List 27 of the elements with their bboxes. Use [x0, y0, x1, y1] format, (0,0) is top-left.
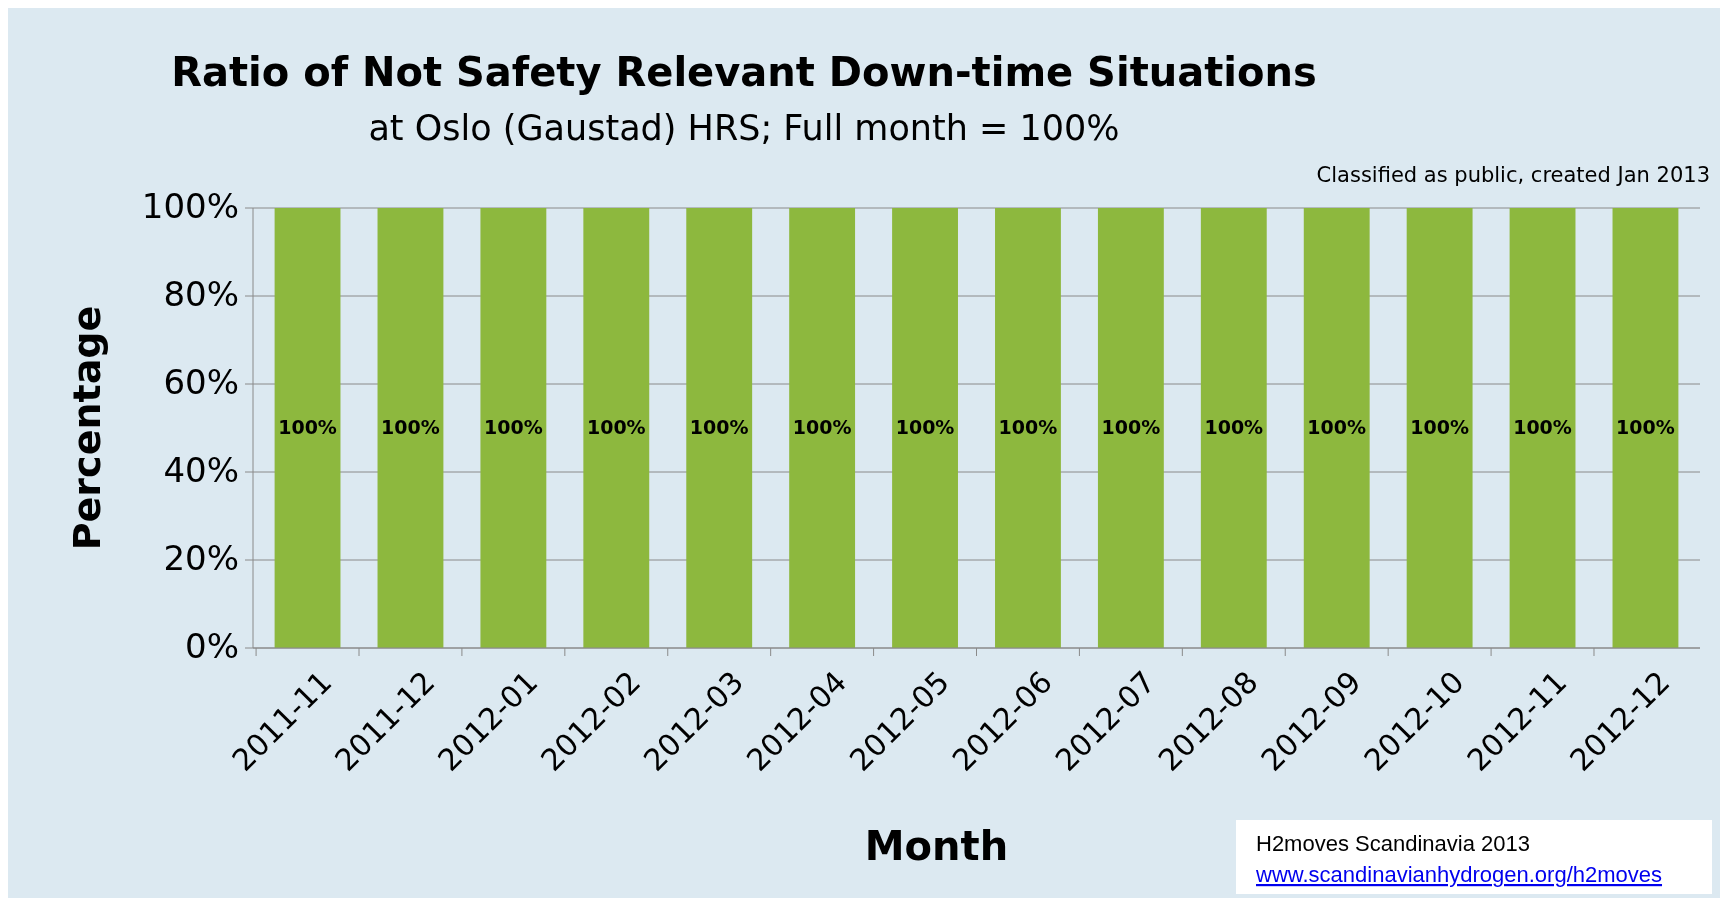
y-tick-label: 60%	[163, 361, 239, 402]
text: Classified as public, created Jan 2013	[1316, 163, 1710, 187]
data-label: 100%	[484, 415, 543, 438]
y-axis-title: Percentage	[65, 305, 109, 551]
x-axis-title: Month	[864, 823, 1009, 869]
y-tick-label: 20%	[163, 537, 239, 578]
data-label: 100%	[792, 415, 852, 438]
data-label: 100%	[895, 415, 955, 438]
data-label: 100%	[998, 415, 1058, 438]
data-label: 100%	[1616, 415, 1675, 438]
data-label: 100%	[381, 415, 440, 438]
y-tick-label: 100%	[141, 185, 239, 226]
text: H2moves Scandinavia 2013	[1256, 831, 1530, 856]
data-label: 100%	[689, 415, 749, 438]
data-label: 100%	[1204, 415, 1264, 438]
data-label: 100%	[586, 415, 646, 438]
data-label: 100%	[1307, 415, 1367, 438]
chart-subtitle: at Oslo (Gaustad) HRS; Full month = 100%	[368, 108, 1120, 148]
data-label: 100%	[1101, 415, 1161, 438]
data-label: 100%	[278, 415, 337, 438]
data-label: 100%	[1513, 415, 1572, 438]
y-tick-label: 40%	[163, 449, 239, 490]
y-tick-label: 0%	[185, 625, 239, 666]
y-tick-label: 80%	[163, 273, 239, 314]
chart-title: Ratio of Not Safety Relevant Down-time Situations	[171, 49, 1317, 95]
text: www.scandinavianhydrogen.org/h2moves	[1255, 862, 1663, 887]
data-label: 100%	[1410, 415, 1469, 438]
